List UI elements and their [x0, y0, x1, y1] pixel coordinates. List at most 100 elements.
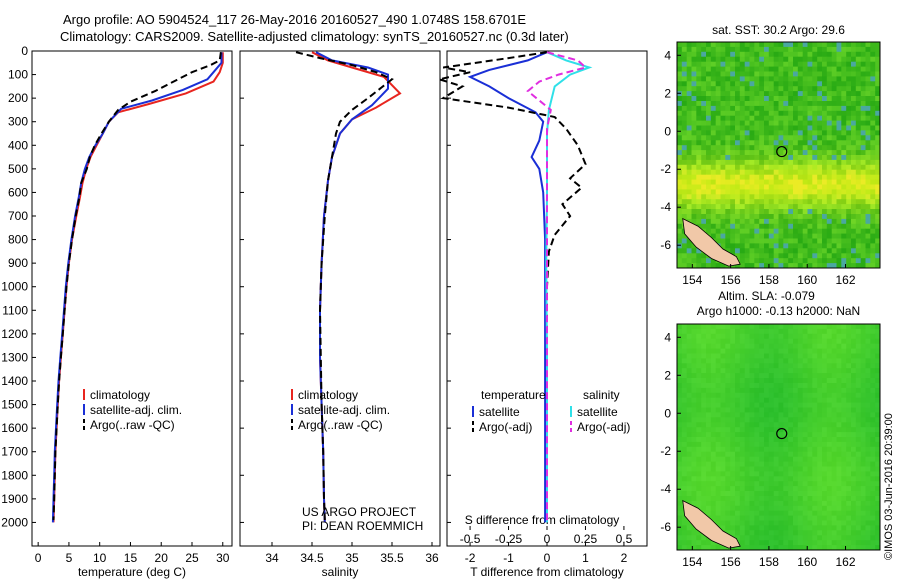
sst_map-cell: [735, 218, 741, 225]
sst_map-cell: [841, 204, 847, 210]
sst_map-cell: [793, 253, 799, 259]
sst_map-cell: [841, 96, 847, 102]
sst_map-cell: [846, 101, 852, 107]
sst_map-cell: [754, 233, 760, 239]
sst_map-cell: [875, 120, 881, 126]
sla_map-cell: [686, 471, 692, 477]
sst_map-cell: [735, 223, 741, 230]
difference-series-salinity-argo-adj-: [526, 51, 588, 523]
sla_map-cell: [744, 525, 750, 531]
sst_map-cell: [812, 125, 818, 131]
sst_map-cell: [783, 66, 789, 72]
sst_map-cell: [812, 218, 818, 225]
difference-xtick-label: 1: [582, 551, 589, 565]
sla_map-cell: [860, 333, 866, 340]
sla_map-cell: [691, 402, 697, 408]
sla_map-cell: [812, 481, 818, 487]
sla_map-cell: [710, 387, 716, 394]
sla_map-cell: [725, 505, 731, 512]
sst_map-cell: [764, 42, 770, 48]
sla_map-cell: [846, 505, 852, 512]
sst_map-cell: [759, 56, 765, 62]
sla_map-cell: [677, 461, 683, 467]
sst_map-cell: [831, 145, 837, 151]
sla_map-cell: [754, 530, 760, 536]
sla_map-cell: [691, 441, 697, 448]
sla_map-cell: [812, 358, 818, 364]
sla_map-cell: [701, 540, 707, 546]
sla_map-cell: [817, 505, 823, 512]
sla_map-cell: [855, 446, 861, 453]
sla_map-cell: [686, 456, 692, 462]
sst_map-cell: [754, 169, 760, 175]
sst_map-cell: [730, 71, 736, 77]
sla_map-cell: [730, 407, 736, 413]
sst_map-cell: [686, 76, 692, 82]
sla_map-cell: [778, 441, 784, 448]
sst_map-cell: [686, 61, 692, 67]
sla_map-cell: [836, 466, 842, 472]
sst_map-cell: [691, 135, 697, 141]
sst_map-cell: [855, 42, 861, 48]
sla_map-cell: [860, 392, 866, 399]
sla_map-cell: [749, 353, 755, 359]
sla_map-cell: [846, 343, 852, 349]
sst_map-cell: [764, 218, 770, 225]
sla_map-cell: [860, 471, 866, 477]
sst_map-cell: [841, 115, 847, 121]
sst_map-cell: [860, 169, 866, 175]
sst_map-cell: [773, 199, 779, 205]
sst_map-cell: [759, 248, 765, 254]
sst_map-cell: [696, 159, 702, 166]
sst_map-cell: [851, 214, 857, 220]
sst_map-cell: [710, 91, 716, 97]
sla_map-cell: [826, 515, 832, 521]
sla_map-cell: [870, 328, 876, 335]
difference-top-xtick-label: 0: [544, 532, 551, 546]
sst_map-cell: [710, 159, 716, 166]
sla_map-cell: [681, 353, 687, 359]
sst_map-cell: [793, 125, 799, 131]
sst_map-cell: [686, 125, 692, 131]
sla_map-cell: [715, 383, 721, 389]
sla_map-cell: [865, 535, 871, 541]
sla_map-cell: [826, 402, 832, 408]
sst_map-cell: [696, 130, 702, 136]
sst_map-cell: [802, 243, 808, 249]
sst_map-cell: [696, 46, 702, 53]
sla_map-cell: [725, 373, 731, 379]
sst_map-cell: [749, 42, 755, 48]
sla_map-cell: [851, 520, 857, 526]
sst_map-cell: [851, 228, 857, 234]
sst_map-cell: [865, 46, 871, 53]
sst_map-cell: [773, 56, 779, 62]
sst_map-cell: [812, 101, 818, 107]
sst_map-cell: [788, 145, 794, 151]
sst_map-cell: [706, 174, 712, 180]
sst_map-cell: [691, 248, 697, 254]
sst_map-cell: [701, 159, 707, 166]
sla_map-cell: [773, 358, 779, 364]
sla_map-cell: [855, 441, 861, 448]
sla_map-cell: [793, 461, 799, 467]
sst_map-cell: [696, 189, 702, 195]
sla_map-cell: [802, 402, 808, 408]
sst_map-cell: [710, 145, 716, 151]
sla_map-cell: [677, 491, 683, 497]
sla_map-cell: [797, 373, 803, 379]
sst_map-cell: [778, 263, 784, 269]
sst_map-cell: [846, 218, 852, 225]
sst_map-cell: [768, 209, 774, 215]
sla_map-cell: [812, 387, 818, 394]
sst_map-cell: [783, 51, 789, 58]
sst_map-cell: [730, 248, 736, 254]
sst_map-cell: [783, 209, 789, 215]
sla_map-cell: [822, 407, 828, 413]
sst_map-cell: [870, 105, 876, 112]
sla_map-cell: [841, 437, 847, 443]
sla_map-cell: [686, 496, 692, 502]
sst_map-cell: [860, 135, 866, 141]
sst_map-cell: [681, 199, 687, 205]
sst_map-cell: [730, 51, 736, 58]
sst_map-cell: [870, 71, 876, 77]
